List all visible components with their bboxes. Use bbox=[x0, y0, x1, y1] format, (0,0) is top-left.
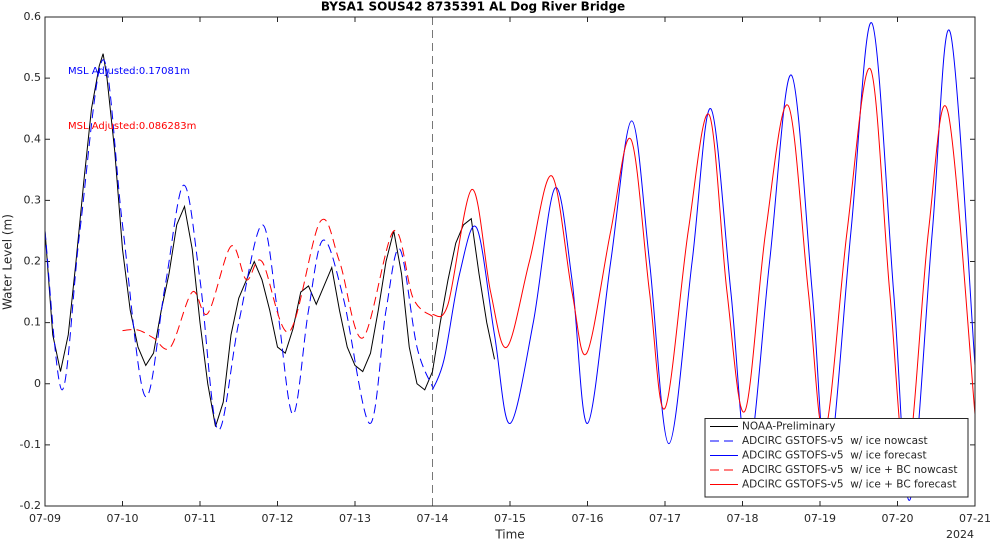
legend-label: ADCIRC GSTOFS-v5 w/ ice nowcast bbox=[742, 435, 928, 447]
annotation: MSL Adjusted:0.17081m bbox=[68, 66, 190, 77]
annotation: MSL Adjusted:0.086283m bbox=[68, 121, 196, 132]
legend-label: ADCIRC GSTOFS-v5 w/ ice + BC forecast bbox=[742, 479, 956, 491]
x-tick-label: 07-11 bbox=[184, 512, 216, 525]
x-tick-label: 07-19 bbox=[804, 512, 836, 525]
y-tick-label: 0.2 bbox=[24, 255, 42, 268]
legend-label: ADCIRC GSTOFS-v5 w/ ice + BC nowcast bbox=[742, 464, 957, 476]
y-tick-label: -0.1 bbox=[20, 438, 41, 451]
series-line bbox=[45, 59, 433, 431]
series-line bbox=[432, 68, 975, 465]
x-tick-label: 07-09 bbox=[29, 512, 61, 525]
series-line bbox=[432, 22, 975, 501]
y-tick-label: -0.2 bbox=[20, 499, 41, 512]
series-line bbox=[122, 218, 433, 350]
legend-label: NOAA-Preliminary bbox=[742, 421, 835, 433]
x-tick-label: 07-12 bbox=[262, 512, 294, 525]
x-axis-label: Time bbox=[494, 528, 524, 541]
legend-box bbox=[704, 418, 969, 498]
legend-label: ADCIRC GSTOFS-v5 w/ ice forecast bbox=[742, 450, 927, 462]
y-tick-label: 0.6 bbox=[24, 10, 42, 23]
x-tick-label: 07-18 bbox=[727, 512, 759, 525]
y-tick-label: 0.5 bbox=[24, 71, 42, 84]
y-tick-label: 0.1 bbox=[24, 316, 42, 329]
year-label: 2024 bbox=[946, 528, 974, 541]
y-tick-label: 0.3 bbox=[24, 193, 42, 206]
x-tick-label: 07-16 bbox=[572, 512, 604, 525]
series-line bbox=[45, 53, 495, 427]
y-tick-label: 0 bbox=[34, 377, 41, 390]
x-tick-label: 07-20 bbox=[882, 512, 914, 525]
x-tick-label: 07-15 bbox=[494, 512, 526, 525]
y-axis-label: Water Level (m) bbox=[1, 214, 15, 310]
x-tick-label: 07-14 bbox=[417, 512, 449, 525]
axes-box bbox=[44, 16, 976, 507]
x-tick-label: 07-10 bbox=[107, 512, 139, 525]
chart-title: BYSA1 SOUS42 8735391 AL Dog River Bridge bbox=[321, 0, 625, 14]
x-tick-label: 07-13 bbox=[339, 512, 371, 525]
y-tick-label: 0.4 bbox=[24, 132, 42, 145]
x-tick-label: 07-17 bbox=[649, 512, 681, 525]
x-tick-label: 07-21 bbox=[959, 512, 991, 525]
